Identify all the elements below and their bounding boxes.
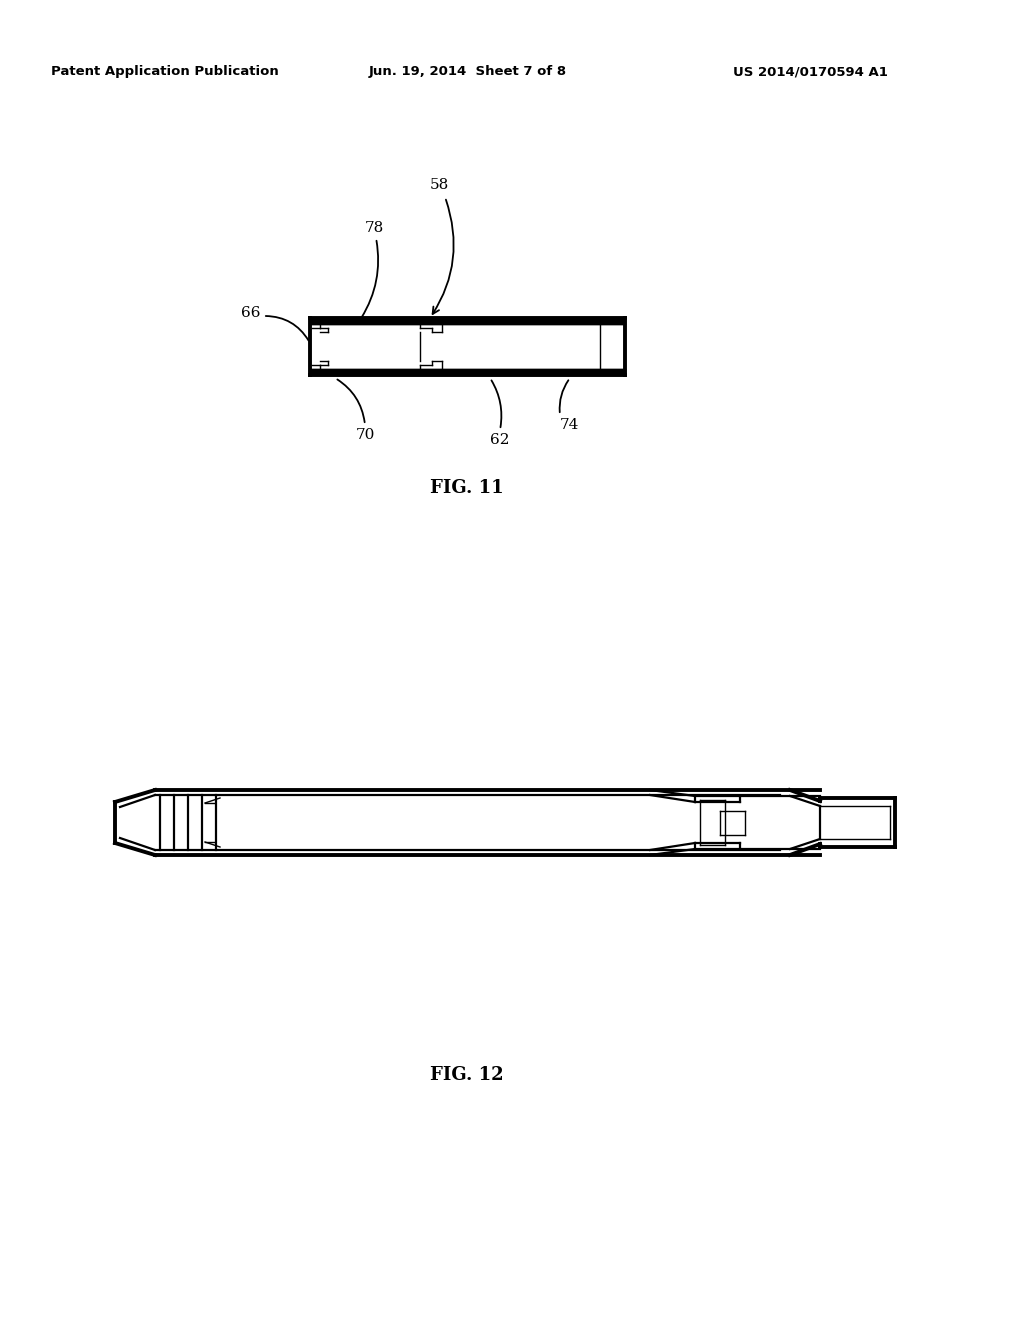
- FancyArrowPatch shape: [337, 379, 365, 422]
- Text: 70: 70: [355, 428, 375, 442]
- FancyArrowPatch shape: [432, 199, 454, 314]
- FancyArrowPatch shape: [266, 315, 308, 341]
- Bar: [310, 318, 625, 323]
- Text: US 2014/0170594 A1: US 2014/0170594 A1: [732, 66, 888, 78]
- Text: Patent Application Publication: Patent Application Publication: [51, 66, 279, 78]
- FancyArrowPatch shape: [361, 240, 378, 318]
- Text: 74: 74: [560, 418, 580, 432]
- Text: 78: 78: [365, 220, 384, 235]
- Text: Jun. 19, 2014  Sheet 7 of 8: Jun. 19, 2014 Sheet 7 of 8: [369, 66, 567, 78]
- FancyArrowPatch shape: [492, 380, 502, 428]
- Bar: [310, 370, 625, 375]
- Text: 66: 66: [241, 306, 260, 319]
- Text: FIG. 11: FIG. 11: [430, 479, 504, 498]
- Text: FIG. 12: FIG. 12: [430, 1067, 504, 1084]
- Text: 62: 62: [490, 433, 510, 447]
- Text: 58: 58: [430, 178, 450, 191]
- FancyArrowPatch shape: [559, 380, 568, 412]
